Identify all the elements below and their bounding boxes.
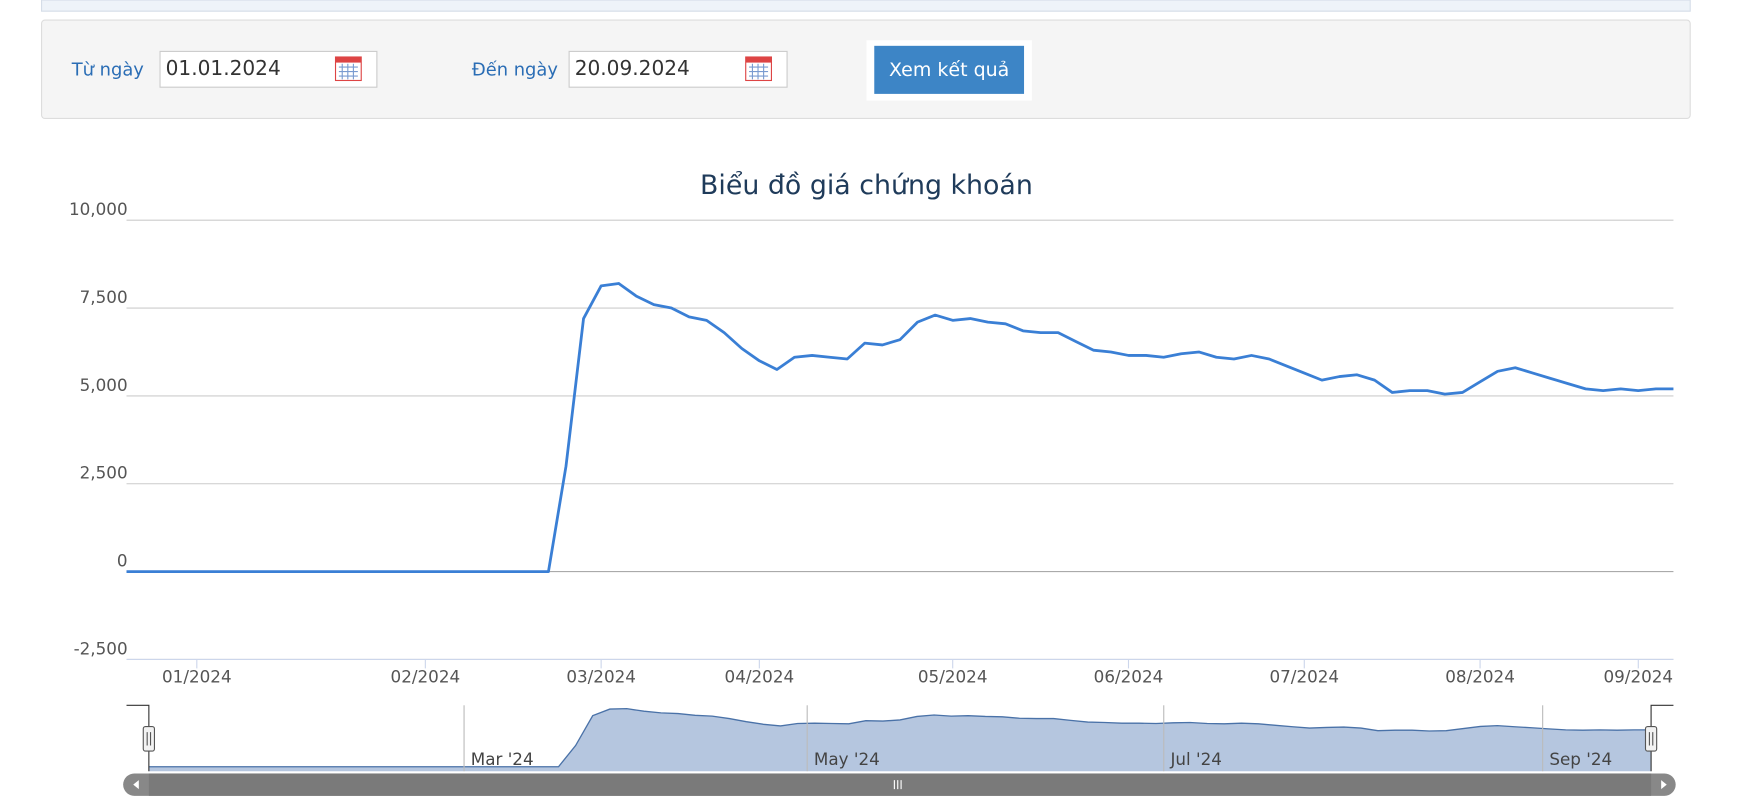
handle-grip <box>146 732 152 746</box>
x-tick-label: 01/2024 <box>162 666 232 686</box>
filter-panel <box>40 19 1691 120</box>
y-tick-label: -2,500 <box>74 638 128 658</box>
x-tick-label: 03/2024 <box>566 666 636 686</box>
to-value: 20.09.2024 <box>575 56 690 80</box>
calendar-top <box>335 57 362 63</box>
calendar-icon[interactable] <box>334 56 362 82</box>
scrollbar-grip <box>893 780 902 790</box>
scroll-right-arrow <box>1661 780 1667 790</box>
scroll-left-arrow <box>133 780 139 790</box>
calendar-top <box>745 57 772 63</box>
price-line <box>126 282 1674 574</box>
y-tick-label: 5,000 <box>80 375 128 395</box>
navigator-handle[interactable] <box>142 725 156 752</box>
calendar-icon[interactable] <box>745 56 772 82</box>
calendar-grid <box>749 63 769 80</box>
submit-label: Xem kết quả <box>889 59 1009 81</box>
from-label: Từ ngày <box>71 59 145 80</box>
navigator-label: May '24 <box>814 749 880 769</box>
calendar-grid <box>338 63 358 80</box>
navigator-label: Mar '24 <box>471 749 534 769</box>
x-tick-label: 05/2024 <box>918 666 988 686</box>
x-tick-label: 07/2024 <box>1269 666 1339 686</box>
y-tick-label: 7,500 <box>80 287 128 307</box>
handle-grip <box>1648 732 1654 746</box>
navigator-label: Jul '24 <box>1169 749 1221 769</box>
y-tick-label: 2,500 <box>80 463 128 483</box>
chart-title: Biểu đồ giá chứng khoán <box>700 170 1033 201</box>
y-tick-label: 10,000 <box>69 199 128 219</box>
x-tick-label: 04/2024 <box>725 666 795 686</box>
submit-button[interactable] <box>874 45 1025 94</box>
to-label: Đến ngày <box>472 59 558 80</box>
navigator-handle[interactable] <box>1644 725 1658 752</box>
y-tick-label: 0 <box>117 551 128 571</box>
x-tick-label: 08/2024 <box>1445 666 1515 686</box>
navigator-label: Sep '24 <box>1549 749 1612 769</box>
x-tick-label: 09/2024 <box>1603 666 1673 686</box>
scrollbar-thumb <box>148 773 1652 796</box>
navigator-area <box>148 708 1652 772</box>
x-tick-label: 02/2024 <box>391 666 461 686</box>
top-strip <box>40 0 1691 12</box>
from-value: 01.01.2024 <box>166 56 281 80</box>
x-tick-label: 06/2024 <box>1094 666 1164 686</box>
navigator-line <box>148 707 1652 768</box>
